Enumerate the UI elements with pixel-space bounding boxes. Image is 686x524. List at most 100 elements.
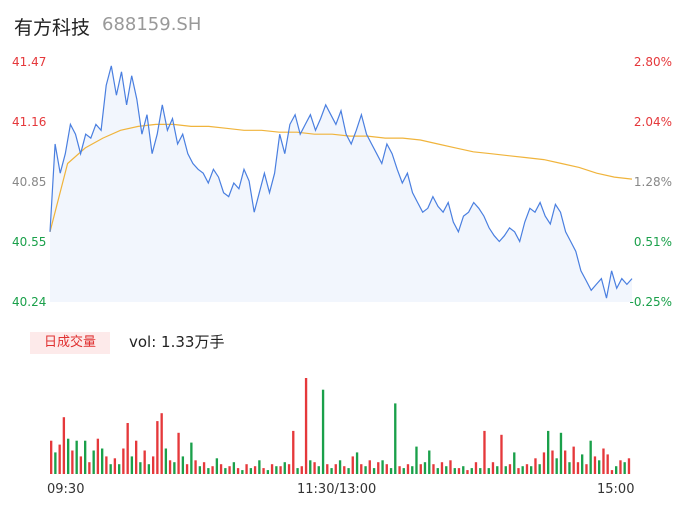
volume-bar — [96, 438, 100, 474]
volume-bar — [300, 466, 303, 474]
volume-bar — [283, 462, 286, 474]
volume-bar — [402, 468, 405, 474]
volume-bar — [228, 466, 231, 474]
y-tick-right: -0.25% — [629, 295, 672, 309]
volume-bar — [84, 440, 87, 474]
volume-bar — [185, 464, 189, 474]
volume-bar — [88, 462, 91, 474]
volume-bar — [232, 462, 236, 474]
volume-bar — [623, 462, 626, 474]
volume-bar — [525, 464, 529, 474]
volume-bar — [381, 460, 384, 474]
volume-bar — [394, 403, 397, 474]
volume-bar — [236, 468, 240, 474]
volume-bar — [389, 468, 393, 474]
volume-bar — [491, 462, 495, 474]
volume-bar — [627, 458, 631, 474]
volume-bar — [160, 413, 163, 474]
y-tick-right: 0.51% — [633, 235, 672, 249]
price-chart — [49, 65, 633, 303]
volume-bar — [50, 440, 53, 474]
price-area — [50, 65, 632, 303]
volume-bar — [67, 438, 70, 474]
volume-bar — [474, 462, 478, 474]
volume-bar — [419, 464, 422, 474]
volume-bar — [71, 450, 74, 474]
y-tick-left: 41.47 — [12, 55, 47, 69]
volume-bar — [245, 464, 248, 474]
volume-bar — [211, 466, 214, 474]
volume-bar — [266, 470, 270, 474]
volume-bar — [572, 446, 575, 474]
volume-bar — [126, 423, 129, 474]
y-tick-left: 40.24 — [12, 295, 47, 309]
volume-bar — [168, 460, 172, 474]
volume-bar — [372, 468, 376, 474]
volume-bar — [504, 466, 507, 474]
volume-bar — [513, 452, 516, 474]
volume-bar — [615, 466, 618, 474]
volume-bar — [347, 468, 350, 474]
volume-bar — [139, 462, 142, 474]
y-tick-left: 40.85 — [12, 175, 47, 189]
volume-bar — [593, 456, 597, 474]
stock-name: 有方科技 — [14, 17, 91, 39]
volume-bar — [54, 452, 57, 474]
volume-bar — [279, 466, 282, 474]
volume-bar — [602, 448, 605, 474]
volume-bar — [287, 464, 291, 474]
volume-bar — [219, 464, 223, 474]
volume-chart — [50, 378, 631, 474]
volume-bar — [326, 464, 329, 474]
y-tick-left: 40.55 — [12, 235, 47, 249]
volume-bar — [92, 450, 95, 474]
volume-bar — [470, 468, 473, 474]
x-tick-close: 15:00 — [597, 482, 635, 497]
volume-bar — [581, 454, 584, 474]
y-tick-right: 1.28% — [633, 175, 672, 189]
volume-bar — [113, 458, 117, 474]
volume-bar — [610, 470, 614, 474]
volume-bar — [377, 462, 380, 474]
volume-bar — [457, 468, 461, 474]
volume-bar — [568, 462, 571, 474]
volume-bar — [101, 448, 104, 474]
volume-readout: vol: 1.33万手 — [129, 333, 225, 351]
volume-bar — [135, 440, 138, 474]
volume-bar — [547, 430, 550, 474]
volume-bar — [606, 454, 609, 474]
volume-bar — [181, 456, 185, 474]
volume-bar — [406, 464, 410, 474]
volume-bar — [343, 466, 346, 474]
volume-bar — [538, 464, 541, 474]
volume-bar — [130, 456, 134, 474]
volume-bar — [147, 464, 151, 474]
volume-bar — [508, 464, 512, 474]
volume-bar — [292, 430, 295, 474]
volume-bar — [440, 462, 444, 474]
volume-bar — [58, 444, 61, 474]
volume-bar — [598, 460, 601, 474]
volume-bar — [143, 450, 146, 474]
volume-bar — [304, 378, 308, 474]
volume-bar — [564, 450, 567, 474]
volume-bar — [585, 464, 588, 474]
volume-bar — [215, 458, 219, 474]
volume-bar — [521, 466, 524, 474]
volume-bar — [190, 442, 193, 474]
volume-bar — [224, 468, 227, 474]
volume-bar — [517, 468, 520, 474]
volume-bar — [530, 466, 533, 474]
volume-bar — [75, 440, 78, 474]
y-tick-left: 41.16 — [12, 115, 47, 129]
volume-bar — [258, 460, 261, 474]
volume-badge: 日成交量 — [30, 332, 110, 354]
volume-bar — [118, 464, 121, 474]
volume-bar — [194, 460, 197, 474]
volume-bar — [398, 466, 401, 474]
volume-bar — [351, 456, 354, 474]
volume-bar — [338, 460, 342, 474]
volume-bar — [589, 440, 592, 474]
average-price-line — [49, 123, 633, 232]
